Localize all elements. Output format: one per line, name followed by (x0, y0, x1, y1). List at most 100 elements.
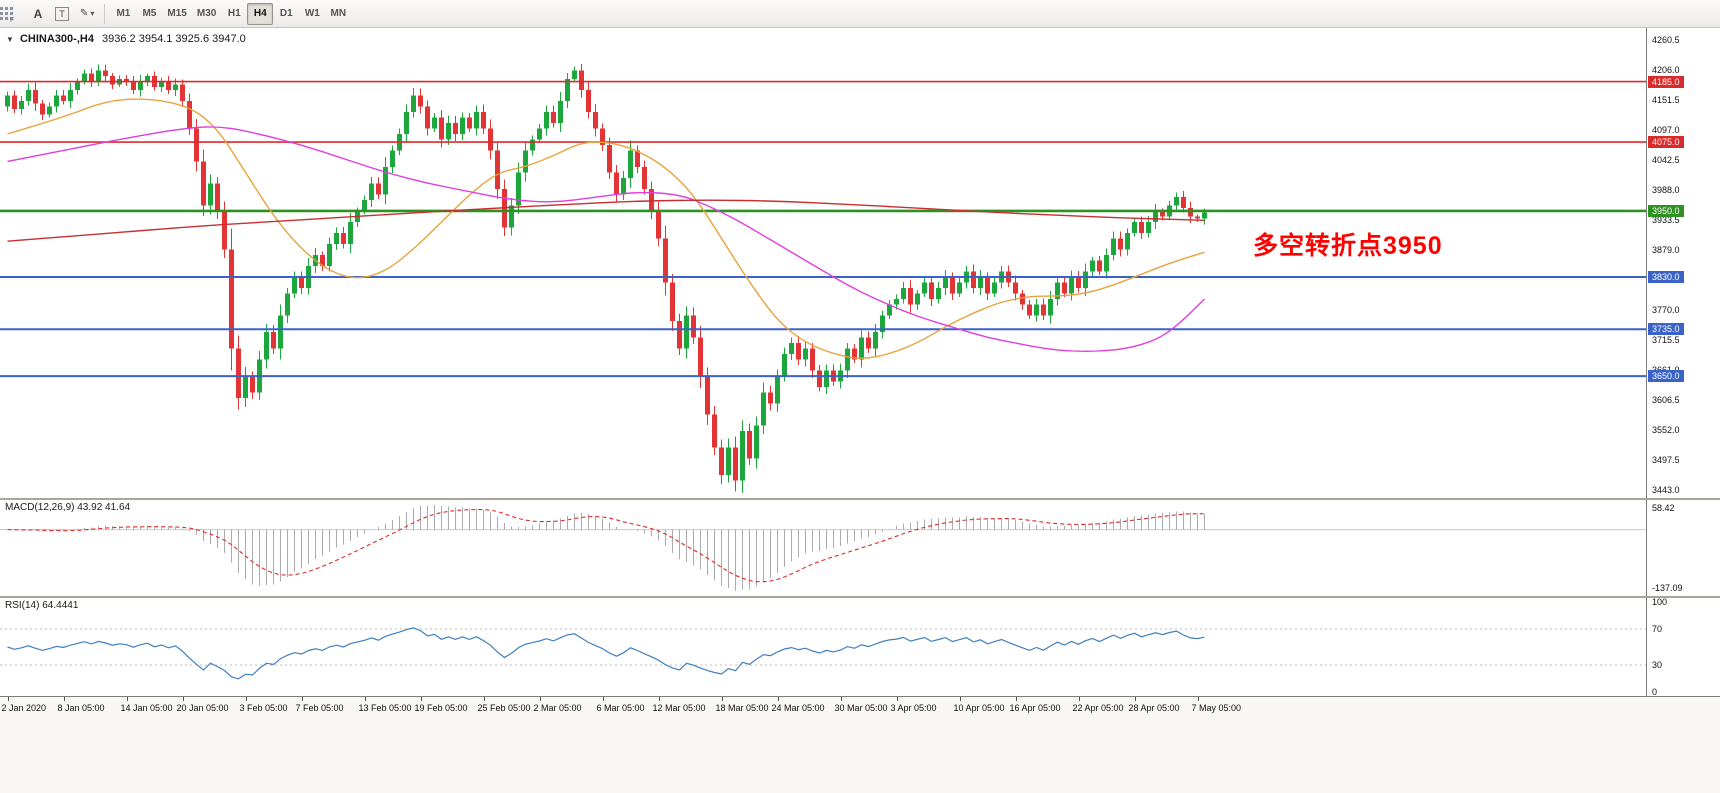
text-box-icon: T (55, 6, 69, 21)
panel-splitter-macd[interactable] (0, 498, 1720, 500)
rsi-scale-label-70: 70 (1652, 624, 1663, 634)
timeframe-button-M1[interactable]: M1 (110, 3, 136, 25)
time-tick-mark (602, 697, 604, 701)
time-tick-label: 18 Mar 05:00 (715, 703, 769, 713)
price-badge-3735.0: 3735.0 (1648, 323, 1684, 336)
macd-indicator-label: MACD(12,26,9) 43.92 41.64 (5, 502, 131, 513)
timeframe-button-W1[interactable]: W1 (299, 3, 325, 25)
toolbar-separator (104, 3, 106, 24)
time-tick-mark (840, 697, 842, 701)
text-label-tool-button[interactable]: A (27, 3, 49, 25)
time-tick-mark (777, 697, 779, 701)
time-tick-mark (896, 697, 898, 701)
ma-line-mid-magenta[interactable] (7, 126, 1205, 352)
price-tick-label: 4151.5 (1652, 95, 1680, 105)
main-chart-svg[interactable] (0, 28, 1646, 498)
time-tick-label: 6 Mar 05:00 (596, 703, 645, 713)
collapse-arrow-icon[interactable]: ▼ (6, 35, 14, 44)
timeframe-button-M5[interactable]: M5 (136, 3, 162, 25)
time-tick-label: 25 Feb 05:00 (477, 703, 531, 713)
time-tick-mark (1197, 697, 1199, 701)
time-tick-mark (182, 697, 184, 701)
timeframe-group: M1 M5 M15 M30 H1 H4 D1 W1 MN (110, 2, 351, 25)
price-badge-4075.0: 4075.0 (1648, 136, 1684, 149)
rsi-scale-label-100: 100 (1652, 597, 1668, 607)
price-tick-label: 3443.0 (1652, 485, 1680, 495)
grid-icon (0, 7, 13, 20)
grid-tool-button[interactable] (0, 3, 26, 25)
text-box-tool-button[interactable]: T (50, 3, 74, 25)
rsi-panel-svg[interactable] (0, 598, 1646, 696)
timeframe-button-D1[interactable]: D1 (273, 3, 299, 25)
time-axis[interactable]: 2 Jan 2020 8 Jan 05:00 14 Jan 05:00 20 Jan … (0, 696, 1720, 793)
timeframe-button-MN[interactable]: MN (325, 3, 351, 25)
rsi-line (7, 627, 1205, 680)
rsi-scale-label-30: 30 (1652, 660, 1663, 670)
candles-layer (5, 63, 1207, 493)
price-tick-label: 3988.0 (1652, 185, 1680, 195)
time-tick-label: 19 Feb 05:00 (414, 703, 468, 713)
time-tick-label: 16 Apr 05:00 (1009, 703, 1061, 713)
timeframe-button-H4[interactable]: H4 (247, 2, 274, 25)
price-tick-label: 4260.5 (1652, 35, 1680, 45)
time-tick-label: 8 Jan 05:00 (57, 703, 105, 713)
price-tick-label: 3606.5 (1652, 395, 1680, 405)
ma-line-fast-orange[interactable] (7, 98, 1205, 359)
time-tick-label: 3 Apr 05:00 (890, 703, 937, 713)
time-tick-mark (63, 697, 65, 701)
price-tick-label: 3879.0 (1652, 245, 1680, 255)
price-tick-label: 3715.5 (1652, 335, 1680, 345)
time-tick-label: 20 Jan 05:00 (176, 703, 229, 713)
timeframe-button-M30[interactable]: M30 (192, 3, 221, 25)
time-tick-label: 30 Mar 05:00 (834, 703, 888, 713)
chart-ohlc-values: 3936.2 3954.1 3925.6 3947.0 (102, 33, 246, 45)
time-tick-label: 12 Mar 05:00 (652, 703, 706, 713)
time-tick-label: 24 Mar 05:00 (771, 703, 825, 713)
time-tick-label: 3 Feb 05:00 (239, 703, 288, 713)
chart-symbol-timeframe: CHINA300-,H4 (19, 33, 94, 45)
macd-histogram (13, 505, 1206, 591)
time-tick-mark (539, 697, 541, 701)
chart-annotation-text[interactable]: 多空转折点3950 (1253, 232, 1443, 260)
time-tick-mark (483, 697, 485, 701)
rsi-scale-label-0: 0 (1652, 687, 1658, 697)
macd-scale-top-label: 58.42 (1652, 503, 1675, 513)
macd-panel-svg[interactable] (0, 500, 1646, 596)
timeframe-button-M15[interactable]: M15 (162, 3, 191, 25)
price-tick-label: 4042.5 (1652, 155, 1680, 165)
ma-line-slow-red[interactable] (7, 199, 1205, 242)
price-axis[interactable]: 4260.5 4206.0 4151.5 4097.0 4042.5 3988.0 3933… (1646, 28, 1720, 697)
time-tick-mark (301, 697, 303, 701)
price-tick-label: 3552.0 (1652, 425, 1680, 435)
time-tick-mark (245, 697, 247, 701)
draw-tools-button[interactable]: ✎ ▾ (75, 3, 99, 25)
rsi-indicator-label: RSI(14) 64.4441 (5, 600, 79, 611)
chevron-down-icon: ▾ (90, 9, 95, 18)
price-tick-label: 3770.0 (1652, 305, 1680, 315)
time-tick-label: 28 Apr 05:00 (1128, 703, 1180, 713)
timeframe-button-H1[interactable]: H1 (221, 3, 247, 25)
time-tick-mark (126, 697, 128, 701)
time-tick-label: 7 Feb 05:00 (295, 703, 344, 713)
toolbar-f-label: F (10, 17, 15, 24)
chart-title: ▼ CHINA300-,H4 3936.2 3954.1 3925.6 3947… (6, 33, 246, 45)
panel-splitter-rsi[interactable] (0, 596, 1720, 598)
time-tick-label: 2 Jan 2020 (1, 703, 47, 713)
time-tick-mark (364, 697, 366, 701)
macd-scale-bottom-label: -137.09 (1652, 583, 1683, 593)
price-badge-3830.0: 3830.0 (1648, 270, 1684, 283)
time-tick-label: 2 Mar 05:00 (533, 703, 582, 713)
time-tick-label: 13 Feb 05:00 (358, 703, 412, 713)
time-tick-mark (420, 697, 422, 701)
price-tick-label: 3933.5 (1652, 215, 1680, 225)
price-badge-3650.0: 3650.0 (1648, 370, 1684, 383)
time-tick-mark (658, 697, 660, 701)
time-tick-label: 22 Apr 05:00 (1072, 703, 1124, 713)
macd-signal-line (7, 508, 1205, 583)
price-tick-label: 3661.0 (1652, 365, 1680, 375)
time-tick-mark (721, 697, 723, 701)
price-badge-4185.0: 4185.0 (1648, 75, 1684, 88)
time-tick-mark (1078, 697, 1080, 701)
time-tick-label: 10 Apr 05:00 (953, 703, 1005, 713)
price-badge-3950.0: 3950.0 (1648, 204, 1684, 217)
